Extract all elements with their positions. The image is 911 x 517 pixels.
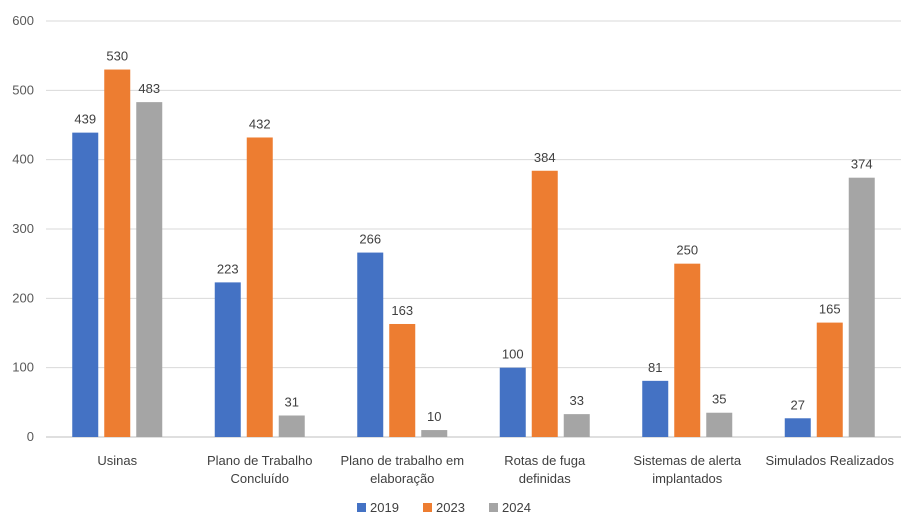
bar [642, 380, 669, 437]
data-label: 439 [74, 112, 96, 127]
bar [357, 252, 384, 437]
bar [246, 137, 273, 438]
x-tick-label: Usinas [97, 453, 137, 468]
data-label: 250 [676, 243, 698, 258]
bar [784, 418, 811, 437]
bar [531, 170, 558, 437]
legend-label: 2019 [370, 500, 399, 515]
bars [72, 69, 875, 438]
data-label: 165 [819, 302, 841, 317]
x-tick-label: Rotas de fuga [504, 453, 586, 468]
data-label: 483 [138, 81, 160, 96]
data-label: 384 [534, 150, 556, 165]
data-label: 530 [106, 49, 128, 64]
x-axis: Usinas Plano de Trabalho Concluído Plano de… [97, 453, 894, 486]
data-label: 33 [570, 393, 584, 408]
bar [278, 415, 305, 437]
bar [563, 414, 590, 437]
data-label: 163 [391, 303, 413, 318]
legend-swatch [357, 503, 366, 512]
y-tick-label: 400 [12, 152, 34, 167]
x-tick-label: elaboração [370, 471, 434, 486]
bar [706, 412, 733, 437]
bar [421, 430, 448, 437]
bar [816, 322, 843, 437]
data-label: 10 [427, 409, 441, 424]
legend-label: 2023 [436, 500, 465, 515]
bar [674, 263, 701, 437]
data-label: 266 [359, 232, 381, 247]
bar [214, 282, 241, 437]
x-tick-label: Plano de trabalho em [340, 453, 464, 468]
bar [389, 323, 416, 437]
x-tick-label: definidas [519, 471, 572, 486]
x-tick-label: Concluído [230, 471, 289, 486]
bar [136, 102, 163, 438]
data-label: 374 [851, 157, 873, 172]
y-tick-label: 500 [12, 82, 34, 97]
y-axis: 0 100 200 300 400 500 600 [12, 13, 34, 444]
data-label: 100 [502, 347, 524, 362]
data-labels: 439 530 483 223 432 31 266 163 10 100 384 33 81 250 35… [74, 49, 872, 425]
data-label: 432 [249, 116, 271, 131]
data-label: 223 [217, 261, 239, 276]
x-tick-label: implantados [652, 471, 723, 486]
legend: 2019 2023 2024 [357, 500, 531, 515]
y-tick-label: 100 [12, 360, 34, 375]
y-tick-label: 0 [27, 429, 34, 444]
gridlines [46, 20, 901, 438]
bar [848, 177, 875, 437]
bar [72, 132, 99, 438]
data-label: 27 [791, 397, 805, 412]
x-tick-label: Sistemas de alerta [633, 453, 741, 468]
data-label: 35 [712, 392, 726, 407]
bar [499, 367, 526, 437]
legend-label: 2024 [502, 500, 531, 515]
x-tick-label: Plano de Trabalho [207, 453, 313, 468]
y-tick-label: 200 [12, 290, 34, 305]
y-tick-label: 600 [12, 13, 34, 28]
data-label: 31 [285, 395, 299, 410]
bar [104, 69, 131, 438]
x-tick-label: Simulados Realizados [765, 453, 894, 468]
legend-swatch [489, 503, 498, 512]
data-label: 81 [648, 360, 662, 375]
legend-swatch [423, 503, 432, 512]
y-tick-label: 300 [12, 221, 34, 236]
